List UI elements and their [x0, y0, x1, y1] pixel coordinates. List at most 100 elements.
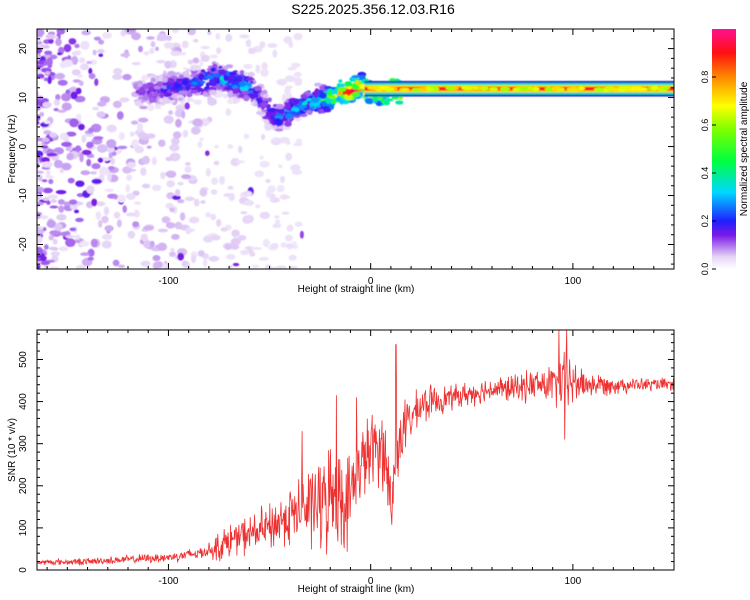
spectrogram-noise-cell	[272, 223, 282, 229]
spectrogram-noise-cell	[79, 240, 90, 247]
spectrogram-ridge-cell	[283, 94, 291, 98]
spectrogram-frame	[36, 28, 675, 270]
spectrogram-noise-cell	[116, 219, 122, 228]
spectrogram-noise-cell	[75, 264, 86, 269]
spectrogram-noise-cell	[81, 134, 87, 143]
carrier-band-blob	[544, 86, 553, 91]
spectrogram-noise-cell	[143, 239, 152, 249]
spectrogram-noise-cell	[106, 139, 117, 149]
spectrogram-ridge-cell	[181, 79, 188, 86]
spectrogram-noise-cell	[126, 193, 136, 200]
spectrogram-noise-cell	[179, 212, 186, 221]
spectrogram-noise-cell	[184, 102, 190, 110]
spectrogram-ridge-cell	[243, 94, 250, 102]
spectrogram-noise-cell	[149, 48, 155, 54]
spectrogram-ridge-cell	[383, 100, 390, 106]
spectrogram-noise-cell	[232, 262, 240, 267]
spectrogram-noise-cell	[227, 144, 234, 149]
spectrogram-noise-cell	[140, 167, 147, 176]
spectrogram-noise-cell	[101, 215, 109, 224]
spectrogram-noise-cell	[37, 170, 45, 174]
spectrogram-noise-cell	[146, 36, 155, 40]
spectrogram-noise-cell	[290, 164, 301, 172]
spectrogram-noise-cell	[252, 264, 260, 268]
carrier-band-blob	[611, 87, 620, 92]
spectrogram-noise-cell	[98, 39, 105, 45]
spectrogram-noise-cell	[289, 265, 298, 269]
spectrogram-noise-cell	[200, 200, 206, 204]
spectrogram-noise-cell	[49, 230, 61, 236]
spectrogram-ridge-cell	[270, 116, 275, 120]
spectrogram-ridge-cell	[162, 76, 168, 83]
spectrogram-noise-cell	[97, 157, 104, 163]
spectrogram-noise-cell	[102, 32, 112, 39]
colorbar-tick-label: 0.6	[700, 119, 710, 132]
y-tick-label: 300	[18, 435, 29, 452]
spectrogram-ridge-cell	[236, 77, 243, 83]
spectrogram-noise-cell	[225, 108, 232, 116]
spectrogram-ridge-cell	[137, 83, 143, 88]
spectrogram-noise-cell	[174, 189, 181, 197]
spectrogram-noise-cell	[80, 40, 90, 50]
spectrogram-noise-cell	[249, 251, 256, 257]
spectrogram-noise-cell	[37, 91, 40, 99]
spectrogram-ridge-cell	[351, 83, 359, 90]
spectrogram-ridge-cell	[351, 75, 361, 79]
spectrogram-noise-cell	[46, 152, 58, 157]
colorbar-tick-label: 0.0	[700, 263, 710, 276]
spectrogram-noise-cell	[157, 228, 168, 233]
spectrogram-noise-cell	[74, 145, 82, 152]
spectrogram-ridge-cell	[156, 81, 165, 86]
spectrogram-ridge-cell	[227, 90, 233, 98]
spectrogram-noise-cell	[205, 150, 210, 156]
spectrogram-noise-cell	[68, 199, 78, 205]
spectrogram-noise-cell	[112, 259, 120, 267]
carrier-band-blob	[593, 87, 605, 92]
spectrogram-ridge-cell	[177, 97, 184, 101]
spectrogram-noise-cell	[174, 221, 183, 230]
spectrogram-noise-cell	[91, 178, 103, 184]
spectrogram-noise-cell	[238, 235, 247, 241]
spectrogram-noise-cell	[129, 131, 135, 137]
spectrogram-ridge-cell	[198, 73, 205, 81]
spectrogram-noise-cell	[276, 78, 288, 86]
spectrogram-ridge-cell	[320, 106, 327, 110]
spectrogram-noise-cell	[192, 118, 203, 127]
spectrogram-ridge-cell	[275, 103, 285, 110]
spectrogram-cells	[37, 29, 674, 269]
spectrogram-ridge-cell	[285, 113, 293, 120]
spectrogram-ridge-cell	[274, 128, 284, 132]
spectrogram-noise-cell	[96, 144, 108, 153]
spectrogram-noise-cell	[97, 101, 107, 107]
spectrogram-noise-cell	[117, 145, 128, 150]
spectrogram-noise-cell	[225, 253, 236, 260]
spectrogram-noise-cell	[197, 250, 205, 257]
spectrogram-ridge-cell	[333, 88, 339, 95]
spectrogram-noise-cell	[284, 234, 293, 242]
spectrogram-noise-cell	[281, 211, 290, 215]
spectrogram-noise-cell	[142, 183, 151, 189]
spectrogram-noise-cell	[48, 234, 54, 241]
spectrogram-ridge-cell	[245, 77, 255, 81]
spectrogram-noise-cell	[107, 172, 112, 182]
spectrogram-noise-cell	[104, 225, 114, 232]
spectrogram-noise-cell	[49, 205, 59, 209]
spectrogram-noise-cell	[271, 137, 278, 142]
spectrogram-noise-cell	[293, 71, 302, 78]
spectrogram-noise-cell	[98, 220, 103, 228]
spectrogram-noise-cell	[118, 132, 125, 141]
spectrogram-noise-cell	[80, 170, 91, 176]
spectrogram-noise-cell	[113, 211, 121, 219]
spectrogram-noise-cell	[37, 159, 40, 165]
carrier-band-blob	[480, 86, 489, 91]
spectrogram-noise-cell	[42, 137, 50, 143]
spectrogram-noise-cell	[86, 141, 94, 149]
carrier-band-blob	[566, 87, 581, 91]
spectrogram-noise-cell	[122, 205, 127, 213]
spectrogram-noise-cell	[140, 233, 149, 242]
y-tick-label: 200	[18, 477, 29, 494]
spectrogram-noise-cell	[169, 207, 175, 213]
spectrogram-noise-cell	[143, 51, 150, 56]
